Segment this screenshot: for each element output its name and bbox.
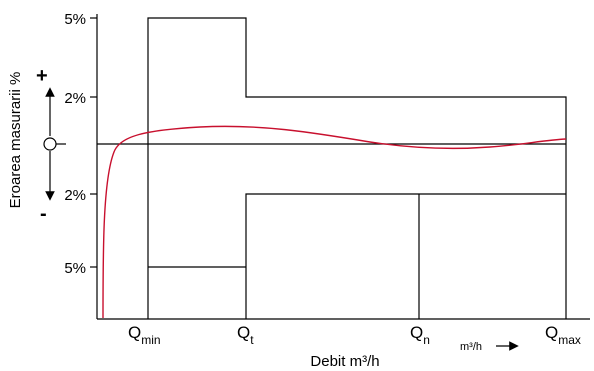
minus-sign: - [40,203,47,225]
upper-tolerance-limit [147,17,567,319]
q-t-label: Qt [237,323,254,347]
y-tick-label-bottom-2: 2% [64,187,86,204]
zero-circle [43,137,57,151]
q-max-label: Qmax [545,323,581,347]
y-tick-label-top-5: 5% [64,11,86,28]
q-min-label: Qmin [128,323,161,347]
y-axis-title: Eroarea masurarii % [7,72,24,209]
error-curve [102,125,567,319]
lower-tolerance-limit [245,193,566,319]
q-n-label: Qn [410,323,430,347]
x-axis-title: Debit m³/h [310,353,379,370]
plus-sign: + [36,65,48,87]
unit-label: m³/h [460,341,482,353]
y-tick-label-bottom-5: 5% [64,260,86,277]
y-tick-label-top-2: 2% [64,90,86,107]
